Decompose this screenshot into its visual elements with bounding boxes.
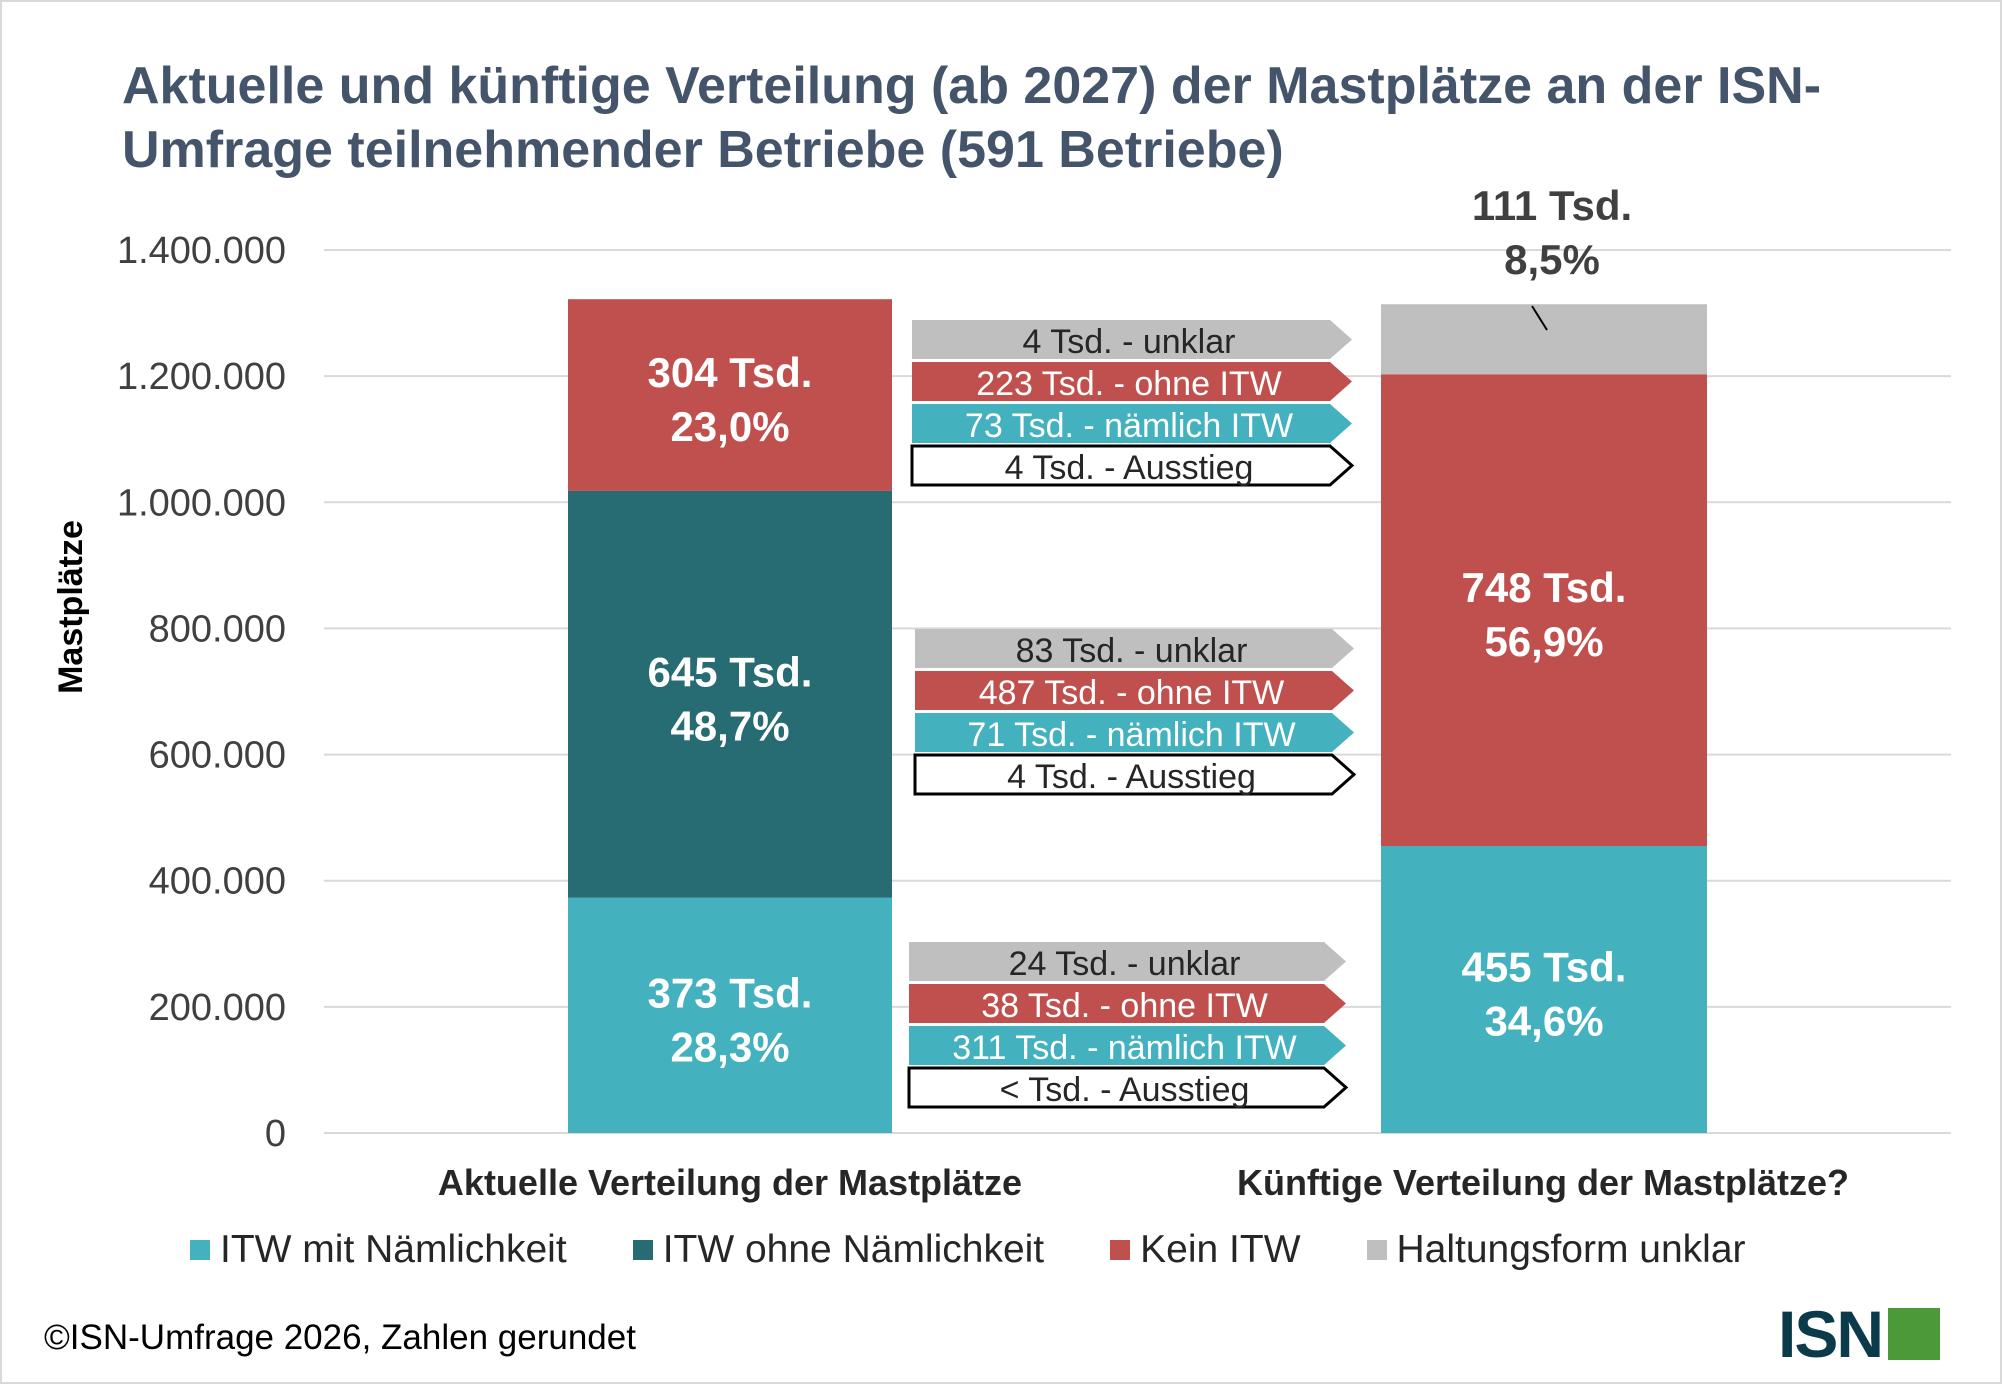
logo-text: ISN — [1778, 1297, 1884, 1371]
legend-item: Haltungsform unklar — [1366, 1228, 1746, 1272]
flow-arrow — [913, 753, 1357, 796]
y-tick-label: 600.000 — [149, 735, 286, 777]
flow-arrow — [909, 984, 1346, 1023]
legend: ITW mit Nämlichkeit ITW ohne Nämlichkeit K… — [190, 1228, 1812, 1272]
bar-segment — [568, 490, 892, 898]
y-axis-label: Mastplätze — [52, 520, 90, 694]
flow-arrow — [912, 362, 1352, 401]
legend-swatch — [1366, 1240, 1387, 1260]
flow-arrow-label: 223 Tsd. - ohne ITW — [976, 365, 1282, 403]
y-tick-label: 1.400.000 — [117, 230, 286, 272]
data-label: 8,5% — [1504, 236, 1600, 283]
flow-arrow — [915, 713, 1354, 752]
data-label: 56,9% — [1484, 618, 1603, 665]
legend-swatch — [190, 1240, 210, 1260]
flow-arrow-label: 24 Tsd. - unklar — [1009, 945, 1241, 983]
y-tick-label: 0 — [265, 1113, 286, 1155]
bar-segment — [1381, 374, 1707, 847]
bar-segment — [1381, 846, 1707, 1133]
flow-arrow-label: 487 Tsd. - ohne ITW — [979, 674, 1285, 712]
data-label: 111 Tsd. — [1472, 182, 1632, 229]
data-label: 28,3% — [670, 1023, 789, 1070]
y-tick-label: 1.000.000 — [117, 482, 286, 524]
flow-arrow-label: 71 Tsd. - nämlich ITW — [967, 716, 1295, 754]
bar-segment — [1381, 304, 1707, 375]
flow-arrow — [912, 404, 1352, 443]
flow-arrow — [915, 629, 1354, 668]
data-label: 23,0% — [670, 403, 789, 450]
logo-map-icon — [1888, 1308, 1941, 1360]
data-label: 748 Tsd. — [1462, 564, 1627, 611]
category-label: Aktuelle Verteilung der Mastplätze — [438, 1162, 1022, 1203]
chart-title: Aktuelle und künftige Verteilung (ab 202… — [122, 57, 1822, 179]
flow-arrow — [912, 320, 1352, 359]
flow-arrow-label: 4 Tsd. - unklar — [1023, 323, 1236, 361]
legend-label: Haltungsform unklar — [1396, 1228, 1746, 1271]
flow-arrow — [907, 1066, 1349, 1109]
legend-swatch — [1110, 1240, 1131, 1260]
flow-arrow-label: 4 Tsd. - Ausstieg — [1007, 758, 1256, 796]
legend-item: ITW ohne Nämlichkeit — [632, 1228, 1045, 1272]
bar-segment — [568, 897, 892, 1133]
data-label: 34,6% — [1484, 998, 1603, 1045]
y-tick-label: 400.000 — [149, 861, 286, 903]
footer-source: ©ISN-Umfrage 2026, Zahlen gerundet — [44, 1318, 636, 1357]
flow-arrow — [915, 671, 1354, 710]
data-label: 304 Tsd. — [648, 349, 813, 396]
flow-arrow-label: 38 Tsd. - ohne ITW — [981, 987, 1268, 1025]
data-label: 455 Tsd. — [1462, 944, 1627, 991]
legend-item: ITW mit Nämlichkeit — [190, 1228, 567, 1272]
flow-arrow-label: 83 Tsd. - unklar — [1016, 632, 1248, 670]
leader-line — [1531, 305, 1548, 331]
data-label: 645 Tsd. — [648, 648, 813, 695]
isn-logo: ISN — [1778, 1296, 1941, 1372]
legend-swatch — [632, 1240, 653, 1260]
data-label: 373 Tsd. — [648, 969, 813, 1016]
category-label: Künftige Verteilung der Mastplätze? — [1237, 1162, 1849, 1203]
flow-arrow — [910, 444, 1355, 487]
legend-label: ITW mit Nämlichkeit — [220, 1228, 567, 1271]
legend-label: Kein ITW — [1140, 1228, 1301, 1271]
flow-arrow-label: < Tsd. - Ausstieg — [1000, 1071, 1250, 1109]
legend-label: ITW ohne Nämlichkeit — [662, 1228, 1045, 1271]
data-label: 48,7% — [670, 702, 789, 749]
flow-arrow-label: 4 Tsd. - Ausstieg — [1005, 449, 1254, 487]
legend-item: Kein ITW — [1110, 1228, 1301, 1272]
flow-arrow-label: 73 Tsd. - nämlich ITW — [965, 407, 1293, 445]
y-tick-label: 1.200.000 — [117, 356, 286, 398]
flow-arrow — [909, 1026, 1346, 1065]
y-tick-label: 200.000 — [149, 987, 286, 1029]
bar-segment — [568, 299, 892, 491]
y-tick-label: 800.000 — [149, 608, 286, 650]
flow-arrow — [909, 942, 1346, 981]
flow-arrow-label: 311 Tsd. - nämlich ITW — [952, 1029, 1297, 1067]
